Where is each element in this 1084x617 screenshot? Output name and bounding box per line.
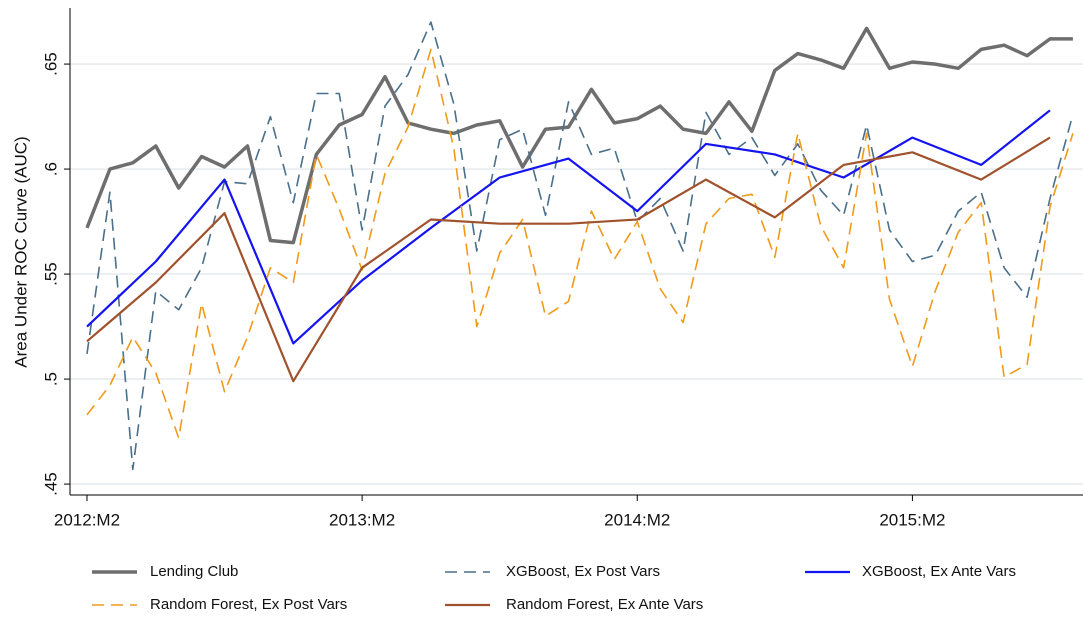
series-line [86,21,1074,471]
legend-label: Random Forest, Ex Post Vars [150,596,347,613]
legend-label: XGBoost, Ex Post Vars [506,563,660,580]
x-tick-label: 2015:M2 [879,510,945,529]
y-tick-label: .5 [41,372,60,386]
series-line [86,48,1074,439]
series-line [86,136,1051,383]
series-line [85,26,1073,245]
y-tick-label: .55 [41,262,60,286]
legend-label: XGBoost, Ex Ante Vars [862,563,1016,580]
y-tick-label: .6 [41,162,60,176]
x-tick-label: 2014:M2 [604,510,670,529]
x-tick-label: 2013:M2 [329,510,395,529]
series-line [86,109,1051,345]
legend-label: Lending Club [150,563,238,580]
x-tick-label: 2012:M2 [54,510,120,529]
y-tick-label: .45 [41,472,60,496]
y-tick-label: .65 [41,52,60,76]
legend-label: Random Forest, Ex Ante Vars [506,596,703,613]
y-axis-label: Area Under ROC Curve (AUC) [11,136,30,367]
